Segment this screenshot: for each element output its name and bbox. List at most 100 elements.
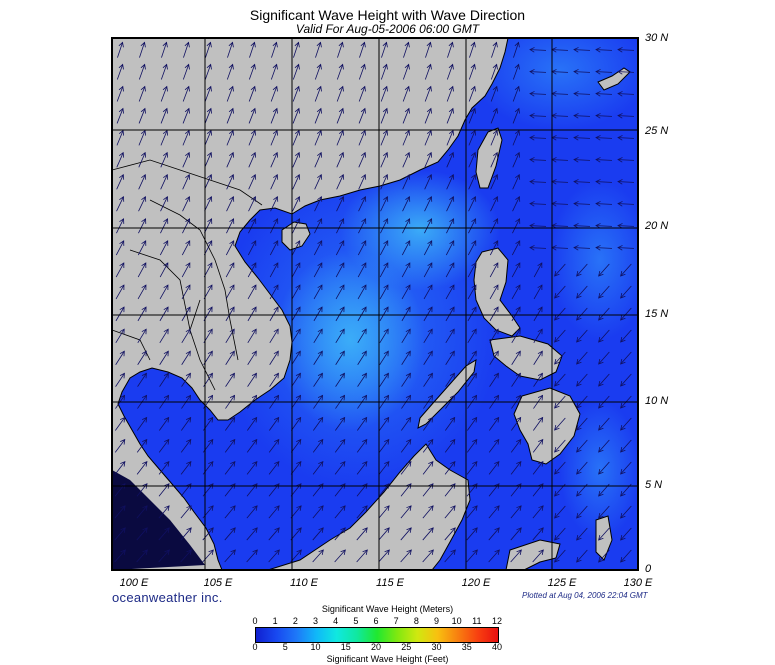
wave-arrow [510, 439, 522, 453]
wave-arrow [573, 225, 591, 227]
halmahera-island [595, 515, 613, 561]
wave-arrow-head [228, 41, 234, 48]
wave-arrow-head [405, 284, 411, 291]
wave-arrow-head [318, 505, 324, 511]
wave-arrow-head [316, 63, 322, 70]
wave-arrow [468, 196, 476, 212]
wave-arrow-head [118, 63, 124, 70]
wave-arrow-head [470, 85, 476, 92]
wave-arrow-head [576, 337, 582, 343]
wave-arrow-head [296, 505, 302, 511]
wave-arrow-head [274, 483, 280, 489]
wave-arrow [225, 240, 235, 256]
wave-arrow [617, 71, 635, 73]
wave-arrow [401, 262, 411, 278]
wave-arrow-head [338, 85, 344, 92]
wave-arrow-head [207, 306, 213, 313]
wave-arrow-head [576, 491, 582, 497]
wave-arrow [292, 86, 300, 102]
wave-arrow [379, 351, 389, 365]
wave-arrow-head [295, 416, 302, 423]
wave-arrow-head [317, 394, 324, 401]
wave-arrow [533, 262, 543, 278]
wave-arrow [357, 373, 367, 387]
wave-arrow [617, 115, 635, 117]
wave-arrow [115, 262, 125, 278]
wave-arrow-head [427, 218, 433, 224]
wave-arrow-head [529, 201, 535, 207]
wave-arrow [226, 174, 234, 190]
wave-arrow [269, 351, 279, 365]
wave-arrow [160, 196, 168, 212]
wave-arrow [335, 262, 345, 278]
wave-arrow-head [516, 549, 522, 555]
wave-arrow [400, 439, 412, 453]
wave-arrow [422, 527, 434, 541]
wave-arrow-head [492, 107, 498, 114]
wave-arrow [424, 108, 432, 124]
wave-arrow [422, 549, 434, 563]
wave-arrow-head [598, 535, 604, 541]
wave-arrow [292, 218, 300, 234]
wave-arrow [447, 42, 453, 58]
wave-arrow-head [273, 196, 279, 202]
wave-arrow [334, 439, 346, 453]
wave-arrow [379, 328, 389, 344]
wave-arrow-head [406, 549, 412, 555]
wave-arrow [336, 196, 344, 212]
wave-arrow-head [295, 306, 301, 313]
wave-arrow [468, 152, 476, 168]
wave-arrow-head [360, 129, 366, 136]
wave-arrow [159, 328, 169, 344]
wave-arrow-head [119, 372, 125, 379]
wave-arrow [116, 64, 124, 80]
wave-arrow [225, 351, 235, 365]
wave-arrow-head [576, 513, 582, 519]
wave-arrow [291, 284, 301, 300]
wave-arrow [334, 505, 346, 519]
wave-arrow [554, 549, 566, 563]
wave-arrow [529, 115, 547, 117]
wave-arrow-head [294, 63, 300, 70]
wave-arrow-head [516, 505, 522, 511]
wave-arrow [466, 439, 478, 453]
wave-arrow [290, 439, 302, 453]
wave-arrow [159, 351, 169, 365]
wave-arrow [269, 262, 279, 278]
legend-tick-feet: 15 [340, 642, 351, 652]
wave-arrow [268, 505, 280, 519]
map-title: Significant Wave Height with Wave Direct… [249, 7, 526, 23]
wave-arrow [402, 174, 410, 190]
wave-arrow [335, 240, 345, 256]
wave-arrow-head [272, 107, 278, 114]
wave-arrow [595, 137, 613, 139]
wave-arrow-head [316, 41, 322, 48]
wave-arrow [488, 439, 500, 453]
wave-arrow-head [514, 107, 520, 114]
wave-arrow [400, 461, 412, 475]
wave-arrow-head [362, 483, 368, 489]
wave-arrow-head [554, 359, 560, 365]
wave-arrow-head [554, 513, 560, 519]
wave-arrow-head [229, 350, 235, 357]
wave-arrow-head [142, 549, 148, 555]
wave-arrow [576, 417, 588, 431]
wave-arrow [554, 285, 566, 299]
wave-arrow-head [141, 306, 147, 313]
wave-arrow-head [537, 328, 543, 335]
wave-arrow-head [229, 284, 235, 291]
wave-arrow-head [163, 416, 170, 423]
wave-arrow [532, 461, 544, 475]
wave-arrow [529, 159, 547, 161]
wave-arrow [205, 42, 211, 58]
wave-arrow-head [273, 416, 280, 423]
wave-arrow [402, 218, 410, 234]
wave-arrow [466, 549, 478, 563]
wave-arrow-head [360, 107, 366, 114]
wave-arrow-head [515, 173, 521, 180]
wave-arrow-head [207, 151, 213, 158]
wave-arrow-head [472, 527, 478, 533]
wave-arrow [468, 174, 476, 190]
wave-arrow [269, 373, 279, 387]
